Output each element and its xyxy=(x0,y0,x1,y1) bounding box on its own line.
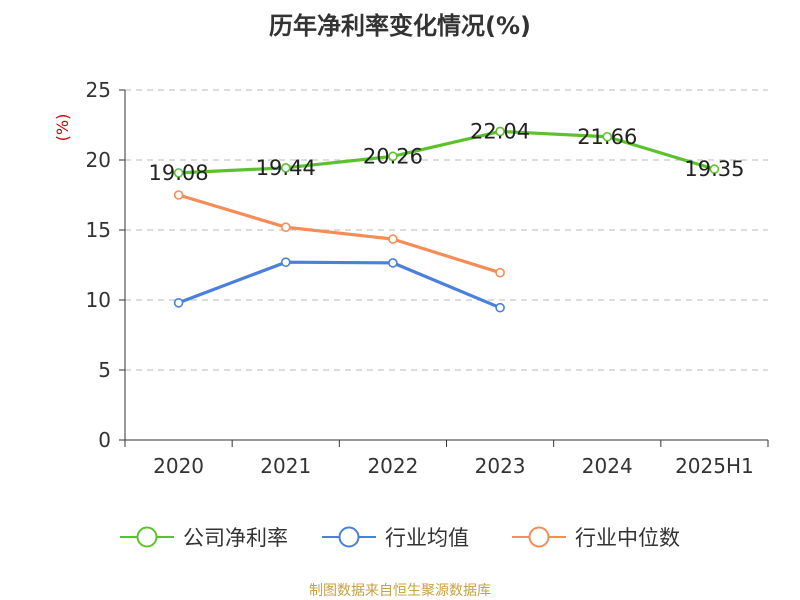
data-point xyxy=(388,258,398,268)
data-point xyxy=(495,126,505,137)
data-label: 21.66 xyxy=(577,125,637,149)
label-layer: 19.08 19.44 20.26 22.04 21.66 19.35 xyxy=(149,119,745,184)
series-line xyxy=(178,260,501,310)
data-point xyxy=(495,302,505,313)
legend-label: 公司净利率 xyxy=(183,526,288,550)
series-layer xyxy=(173,126,720,313)
legend-label: 行业中位数 xyxy=(575,526,680,550)
axis-layer: 0 5 10 15 20 25 2020 2021 2022 2023 2024 2025H1 (%) xyxy=(53,78,769,478)
data-label: 20.26 xyxy=(363,144,423,168)
y-axis-label: (%) xyxy=(53,114,72,142)
data-point xyxy=(173,168,184,178)
y-tick-label: 25 xyxy=(86,78,111,102)
chart-title: 历年净利率变化情况(%) xyxy=(269,12,531,40)
y-tick-label: 10 xyxy=(86,288,111,312)
x-tick-label: 2023 xyxy=(475,454,526,478)
y-tick-label: 15 xyxy=(86,218,111,242)
legend-swatch-marker xyxy=(136,526,158,548)
series-line xyxy=(178,193,501,275)
y-tick-label: 5 xyxy=(98,358,111,382)
data-point xyxy=(388,234,398,244)
source-note: 制图数据来自恒生聚源数据库 xyxy=(309,583,491,599)
data-point xyxy=(173,190,184,200)
y-tick-label: 20 xyxy=(86,148,111,172)
x-tick-label: 2025H1 xyxy=(675,454,754,478)
legend-swatch-marker xyxy=(528,526,550,548)
data-point xyxy=(173,297,184,308)
data-point xyxy=(280,222,291,232)
data-point xyxy=(709,164,720,174)
y-tick-label: 0 xyxy=(98,428,111,452)
grid-layer xyxy=(125,89,768,371)
data-point xyxy=(280,163,291,173)
legend-label: 行业均值 xyxy=(385,526,469,550)
data-point xyxy=(388,151,398,162)
series-line xyxy=(178,129,715,175)
x-tick-label: 2020 xyxy=(153,454,204,478)
data-point xyxy=(495,267,505,278)
legend-swatch-marker xyxy=(338,526,360,548)
data-point xyxy=(280,257,291,268)
x-tick-label: 2024 xyxy=(582,454,633,478)
x-tick-label: 2021 xyxy=(260,454,311,478)
data-label: 22.04 xyxy=(470,119,530,143)
data-point xyxy=(602,131,613,142)
data-label: 19.08 xyxy=(149,161,209,185)
data-label: 19.35 xyxy=(684,157,744,181)
legend: 公司净利率 行业均值 行业中位数 xyxy=(120,526,680,550)
x-tick-label: 2022 xyxy=(367,454,418,478)
data-label: 19.44 xyxy=(256,156,316,180)
